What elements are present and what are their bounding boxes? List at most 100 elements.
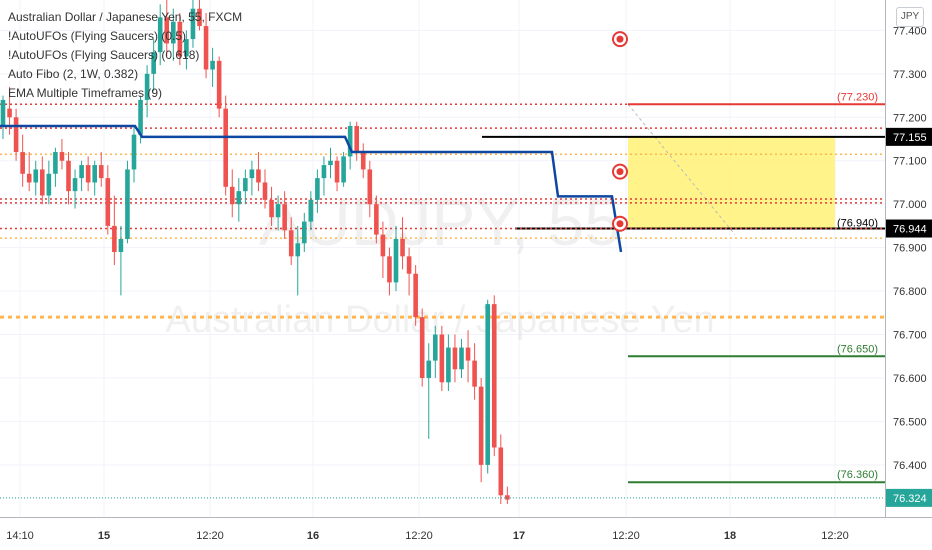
- price-label-bg: [886, 127, 932, 146]
- candle-body: [275, 204, 281, 218]
- candle-body: [374, 204, 379, 235]
- candle-body: [419, 317, 425, 378]
- watermark-name: Australian Dollar / Japanese Yen: [165, 299, 714, 341]
- legend-indicator-ema[interactable]: EMA Multiple Timeframes (9): [8, 86, 163, 100]
- price-tick-label: 77.000: [893, 199, 927, 211]
- candle-body: [98, 165, 104, 179]
- candle-body: [485, 304, 490, 465]
- candle-body: [426, 360, 432, 378]
- candle-body: [105, 178, 111, 226]
- legend-indicator-auto-fibo[interactable]: Auto Fibo (2, 1W, 0.382): [8, 67, 139, 81]
- level-label: (76.650): [837, 343, 878, 355]
- currency-button[interactable]: JPY: [896, 7, 924, 27]
- candle-body: [46, 173, 52, 196]
- price-label: 76.944: [893, 224, 927, 236]
- candle-body: [360, 152, 366, 170]
- time-tick-label: 12:20: [612, 530, 640, 542]
- candle-body: [400, 238, 405, 257]
- candle-body: [282, 204, 287, 231]
- candle-body: [295, 243, 301, 257]
- candle-body: [439, 334, 445, 383]
- ufo-marker-dot: [616, 35, 624, 43]
- price-label-bg: [886, 488, 932, 507]
- price-tick-label: 76.900: [893, 243, 927, 255]
- candle-body: [387, 256, 392, 283]
- candle-body: [269, 199, 274, 218]
- legend-indicator-ufo-05[interactable]: !AutoUFOs (Flying Saucers) (0.5): [8, 29, 187, 43]
- candle-body: [0, 99, 6, 126]
- chart-legend: Australian Dollar / Japanese Yen, 55, FX…: [8, 8, 242, 103]
- price-tick-label: 77.200: [893, 112, 927, 124]
- candle-body: [465, 347, 471, 361]
- price-label-bg: [886, 219, 932, 238]
- candle-body: [197, 8, 202, 27]
- candlesticks: [0, 0, 510, 504]
- time-tick-label: 16: [307, 530, 319, 542]
- legend-title[interactable]: Australian Dollar / Japanese Yen, 55, FX…: [8, 10, 243, 24]
- level-label: (77.230): [837, 91, 878, 103]
- price-label: 76.324: [893, 493, 927, 505]
- price-axis[interactable]: 77.400 77.300 77.200 77.100 77.000 76.900 76.8…: [0, 0, 932, 517]
- price-tick-label: 76.700: [893, 330, 927, 342]
- candle-body: [40, 169, 45, 196]
- candle-body: [302, 221, 307, 244]
- candle-body: [151, 52, 156, 74]
- candle-body: [26, 173, 32, 183]
- candle-body: [334, 160, 340, 183]
- price-tick-label: 76.600: [893, 373, 927, 385]
- candle-body: [413, 273, 418, 318]
- candle-body: [491, 304, 497, 448]
- candle-body: [380, 234, 386, 257]
- candle-body: [157, 17, 163, 53]
- candle-body: [53, 152, 58, 174]
- candle-body: [203, 26, 209, 70]
- candle-body: [321, 165, 327, 179]
- horizontal-levels: [0, 103, 885, 484]
- price-axis-bg: [886, 0, 932, 517]
- candle-body: [236, 191, 242, 205]
- candle-body: [216, 60, 222, 109]
- candle-body: [243, 178, 248, 192]
- candle-body: [66, 160, 71, 192]
- candle-body: [249, 169, 255, 179]
- candle-body: [229, 186, 235, 205]
- candle-body: [472, 360, 477, 387]
- candle-body: [138, 99, 143, 135]
- ufo-markers: [612, 31, 628, 232]
- candle-body: [288, 230, 294, 257]
- candle-body: [177, 21, 183, 57]
- candle-body: [85, 165, 91, 183]
- price-tick-label: 76.800: [893, 286, 927, 298]
- candle-body: [367, 169, 373, 205]
- projection-line: [627, 103, 736, 235]
- candle-body: [256, 169, 261, 183]
- candle-body: [92, 165, 97, 183]
- price-tick-label: 76.500: [893, 416, 927, 428]
- level-label: (76.940): [837, 217, 878, 229]
- candle-body: [20, 152, 25, 174]
- candle-body: [59, 152, 65, 161]
- candle-body: [184, 39, 189, 57]
- time-tick-label: 14:10: [6, 530, 34, 542]
- candle-body: [210, 60, 215, 70]
- candle-body: [7, 108, 12, 118]
- candle-body: [118, 238, 124, 252]
- time-tick-label: 12:20: [196, 530, 224, 542]
- time-tick-label: 12:20: [821, 530, 849, 542]
- legend-indicator-ufo-0618[interactable]: !AutoUFOs (Flying Saucers) (0.618): [8, 48, 200, 62]
- price-tick-label: 77.400: [893, 25, 927, 37]
- ema-path: [0, 124, 623, 253]
- time-axis[interactable]: 14:10 15 12:20 16 12:20 17 12:20 18 12:20: [0, 517, 932, 543]
- supply-zone-box: [628, 136, 835, 229]
- candle-body: [171, 21, 176, 44]
- candle-body: [33, 169, 39, 183]
- ufo-marker-dot: [616, 168, 624, 176]
- candle-body: [341, 156, 346, 183]
- candle-body: [13, 117, 19, 153]
- candle-body: [406, 256, 412, 274]
- candle-body: [262, 182, 268, 200]
- supply-zone: [627, 103, 835, 235]
- candle-body: [72, 178, 78, 192]
- candle-body: [498, 447, 504, 496]
